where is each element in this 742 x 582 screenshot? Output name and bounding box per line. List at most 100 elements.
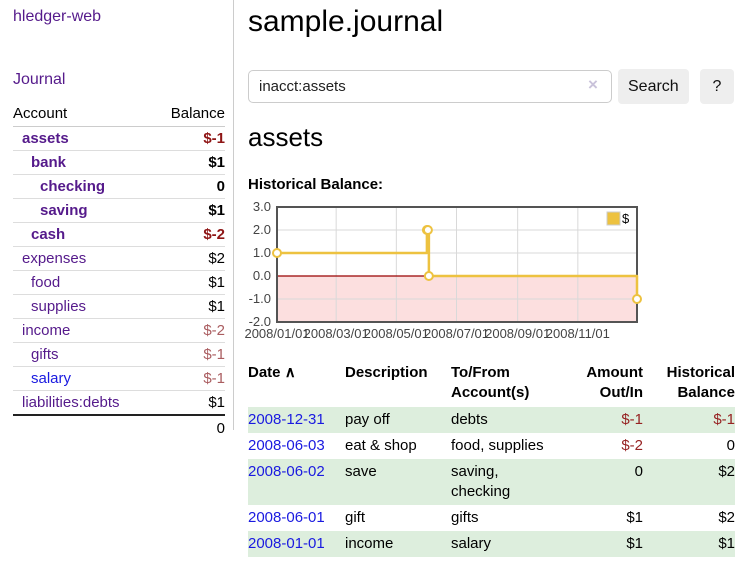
- register-date-cell: 2008-06-02: [248, 459, 345, 505]
- search-button[interactable]: Search: [618, 69, 689, 104]
- sidebar-account-row: assets $-1: [13, 126, 225, 151]
- transaction-historical-balance: $1: [718, 535, 735, 552]
- brand-link[interactable]: hledger-web: [13, 8, 102, 25]
- account-name-cell: expenses: [13, 246, 154, 271]
- sidebar-account-row: liabilities:debts $1: [13, 390, 225, 416]
- account-heading: assets: [248, 122, 324, 152]
- account-name-cell: bank: [13, 150, 154, 175]
- accounts-total-row: 0: [13, 414, 225, 441]
- transaction-date-link[interactable]: 2008-12-31: [248, 411, 325, 428]
- accounts-table: Account Balance assets $-1 bank $1 checking 0…: [13, 102, 225, 441]
- svg-text:1.0: 1.0: [253, 245, 271, 260]
- account-name-cell: assets: [13, 126, 154, 151]
- transaction-description: gift: [345, 509, 366, 526]
- account-name-cell: cash: [13, 222, 154, 247]
- sidebar-account-link[interactable]: salary: [31, 370, 72, 387]
- sidebar-account-link[interactable]: income: [22, 322, 71, 339]
- transaction-accounts: debts: [451, 411, 488, 428]
- clear-search-icon[interactable]: ×: [588, 75, 598, 94]
- transaction-description: income: [345, 535, 394, 552]
- sidebar-account-link[interactable]: supplies: [31, 298, 87, 315]
- sidebar-divider: [233, 0, 234, 430]
- sidebar-account-link[interactable]: liabilities:debts: [22, 394, 120, 411]
- account-balance: $-1: [153, 366, 225, 391]
- transaction-date-link[interactable]: 2008-06-03: [248, 437, 325, 454]
- register-header-amount: Amount Out/In: [586, 364, 643, 401]
- register-header-date[interactable]: Date ∧: [248, 361, 345, 407]
- transaction-amount: $1: [626, 535, 643, 552]
- account-balance: $-2: [153, 318, 225, 343]
- accounts-total-balance: 0: [153, 414, 225, 441]
- transaction-date-link[interactable]: 2008-06-01: [248, 509, 325, 526]
- sidebar-account-row: gifts $-1: [13, 342, 225, 367]
- transaction-date-link[interactable]: 2008-01-01: [248, 535, 325, 552]
- sidebar-account-row: salary $-1: [13, 366, 225, 391]
- register-date-cell: 2008-01-01: [248, 531, 345, 557]
- sidebar-account-link[interactable]: saving: [40, 202, 88, 219]
- accounts-total-spacer: [13, 414, 154, 441]
- accounts-header-row: Account Balance: [13, 102, 225, 127]
- transaction-amount: 0: [634, 463, 643, 480]
- sort-ascending-icon: ∧: [284, 364, 296, 381]
- register-table: Date ∧ Description To/From Account(s) Am…: [248, 361, 735, 557]
- account-balance: $-1: [153, 342, 225, 367]
- sidebar-account-row: food $1: [13, 270, 225, 295]
- register-date-cell: 2008-06-01: [248, 505, 345, 531]
- register-date-cell: 2008-06-03: [248, 433, 345, 459]
- accounts-header-account: Account: [13, 102, 154, 127]
- svg-text:0.0: 0.0: [253, 268, 271, 283]
- sidebar-account-link[interactable]: bank: [31, 154, 67, 171]
- account-balance: $1: [153, 294, 225, 319]
- svg-text:2008/09/01: 2008/09/01: [485, 326, 550, 341]
- main-content: sample.journal × Search ? assets Histori…: [244, 0, 742, 582]
- sidebar-account-row: bank $1: [13, 150, 225, 175]
- transaction-amount: $1: [626, 509, 643, 526]
- page-title: sample.journal: [248, 5, 444, 38]
- sidebar-account-link[interactable]: expenses: [22, 250, 87, 267]
- account-name-cell: supplies: [13, 294, 154, 319]
- sidebar-account-link[interactable]: food: [31, 274, 61, 291]
- transaction-description: save: [345, 463, 377, 480]
- sidebar-account-link[interactable]: gifts: [31, 346, 59, 363]
- search-input[interactable]: [248, 70, 612, 103]
- accounts-header-balance: Balance: [153, 102, 225, 127]
- register-header-accounts: To/From Account(s): [451, 364, 530, 401]
- sidebar-account-row: checking 0: [13, 174, 225, 199]
- sidebar-account-link[interactable]: checking: [40, 178, 106, 195]
- account-name-cell: liabilities:debts: [13, 390, 154, 416]
- account-balance: $1: [153, 390, 225, 416]
- sidebar-account-row: expenses $2: [13, 246, 225, 271]
- sidebar-accounts-body: assets $-1 bank $1 checking 0 saving $1 cash $-2 e…: [13, 126, 225, 416]
- account-name-cell: gifts: [13, 342, 154, 367]
- svg-text:3.0: 3.0: [253, 199, 271, 214]
- register-body: 2008-12-31 pay off debts $-1 $-1 2008-06-03 ea…: [248, 407, 735, 557]
- date-header-label: Date: [248, 364, 281, 381]
- account-name-cell: checking: [13, 174, 154, 199]
- help-button[interactable]: ?: [700, 69, 734, 104]
- svg-text:2008/05/01: 2008/05/01: [364, 326, 429, 341]
- account-name-cell: salary: [13, 366, 154, 391]
- register-header-historical: Historical Balance: [666, 364, 735, 401]
- sidebar-account-row: saving $1: [13, 198, 225, 223]
- register-header-description: Description: [345, 364, 428, 381]
- register-row: 2008-12-31 pay off debts $-1 $-1: [248, 407, 735, 433]
- sidebar-account-row: income $-2: [13, 318, 225, 343]
- account-name-cell: income: [13, 318, 154, 343]
- account-balance: 0: [153, 174, 225, 199]
- transaction-description: eat & shop: [345, 437, 417, 454]
- svg-text:2.0: 2.0: [253, 222, 271, 237]
- svg-text:-2.0: -2.0: [249, 314, 271, 329]
- sidebar-account-link[interactable]: assets: [22, 130, 69, 147]
- svg-text:$: $: [622, 211, 630, 226]
- transaction-historical-balance: 0: [726, 437, 735, 454]
- svg-text:2008/03/01: 2008/03/01: [304, 326, 369, 341]
- transaction-date-link[interactable]: 2008-06-02: [248, 463, 325, 480]
- register-date-cell: 2008-12-31: [248, 407, 345, 433]
- sidebar-account-link[interactable]: cash: [31, 226, 66, 243]
- account-name-cell: saving: [13, 198, 154, 223]
- transaction-historical-balance: $-1: [713, 411, 735, 428]
- sidebar-account-row: supplies $1: [13, 294, 225, 319]
- register-header-row: Date ∧ Description To/From Account(s) Am…: [248, 361, 735, 407]
- account-balance: $1: [153, 270, 225, 295]
- sidebar-item-journal[interactable]: Journal: [13, 71, 66, 88]
